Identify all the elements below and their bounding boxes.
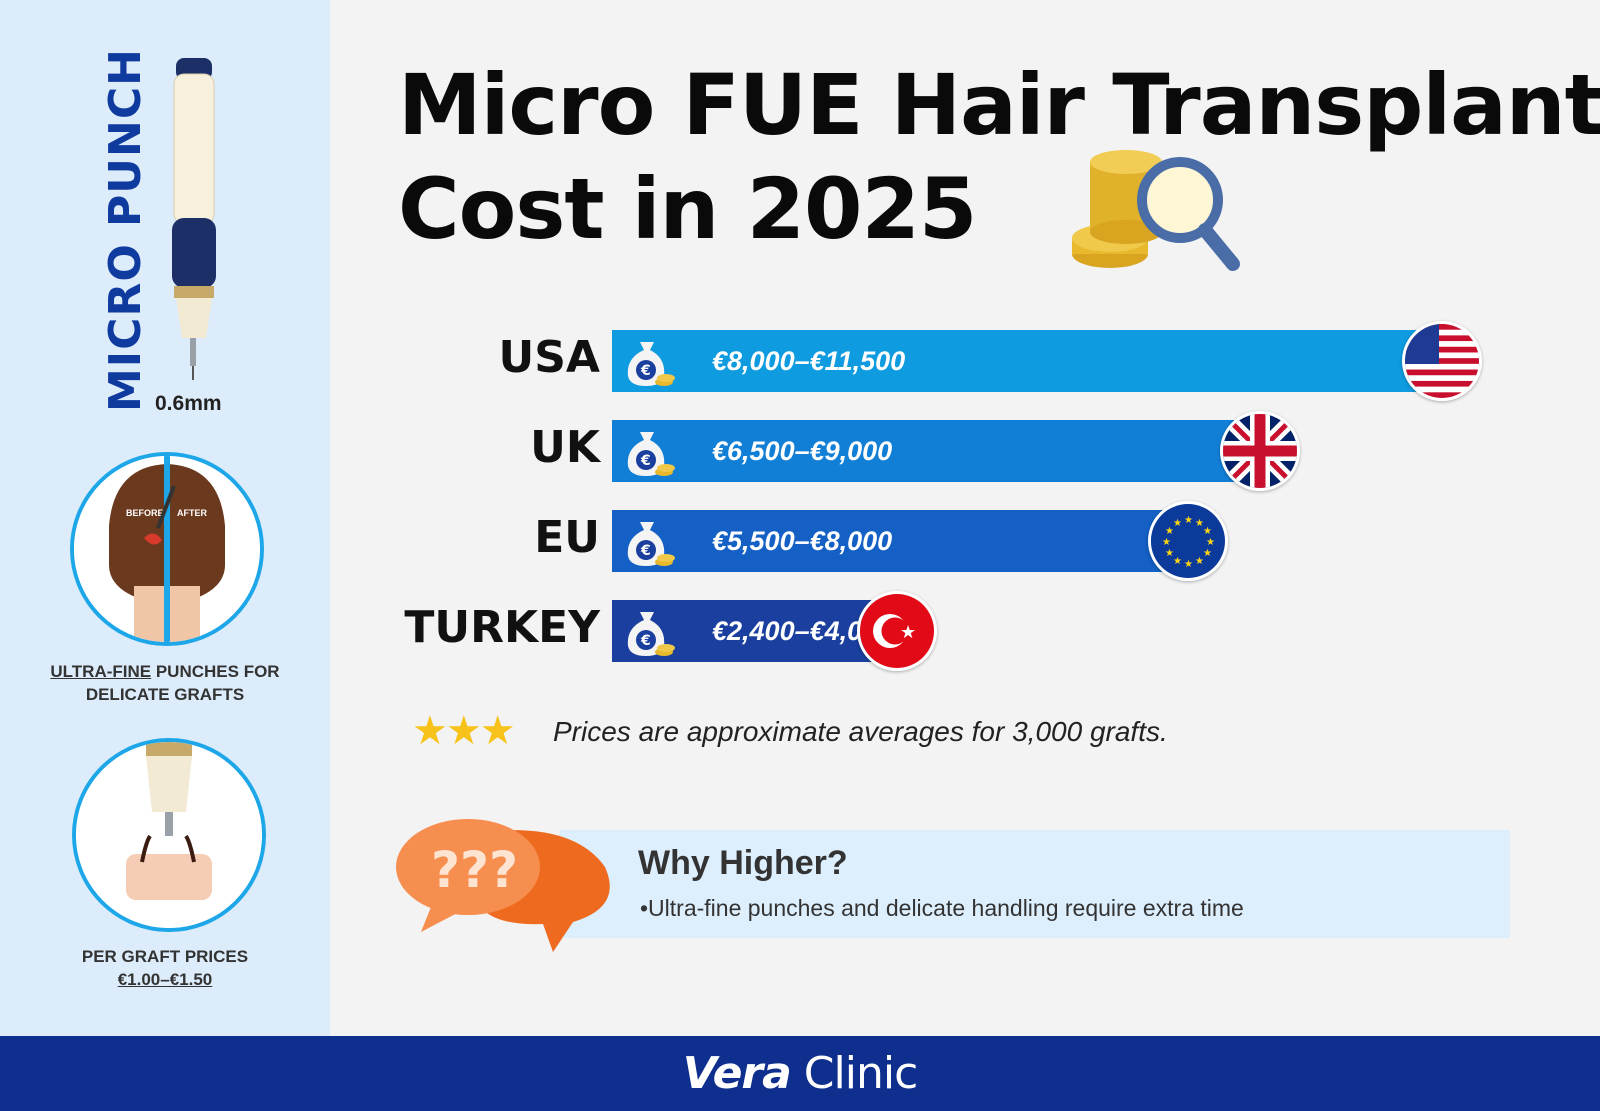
bar-uk: € €6,500–€9,000 xyxy=(612,420,1265,482)
why-higher-bullet: •Ultra-fine punches and delicate handlin… xyxy=(640,895,1244,921)
why-higher-title: Why Higher? xyxy=(638,844,848,882)
svg-text:★: ★ xyxy=(1206,537,1215,548)
vera-clinic-logo: Vera Clinic xyxy=(682,1048,919,1099)
micro-punch-pen-icon xyxy=(172,58,216,380)
stars-icon: ★★★ xyxy=(412,709,516,753)
category-label-turkey: TURKEY xyxy=(404,602,600,653)
why-higher-box xyxy=(560,830,1510,938)
bar-usa: € €8,000–€11,500 xyxy=(612,330,1447,392)
svg-text:★: ★ xyxy=(1184,559,1193,570)
money-bag-icon: € xyxy=(627,612,675,656)
eu-flag-icon: ★ ★ ★ ★ ★ ★ ★ ★ ★ ★ ★ ★ xyxy=(1148,501,1228,581)
category-label-eu: EU xyxy=(534,512,600,563)
head-before-after-icon: BEFORE AFTER xyxy=(74,456,260,642)
money-bag-icon: € xyxy=(627,342,675,386)
money-bag-icon: € xyxy=(627,522,675,566)
svg-text:★: ★ xyxy=(1173,518,1182,529)
us-flag-icon xyxy=(1402,321,1482,401)
bar-eu: € €5,500–€8,000 xyxy=(612,510,1193,572)
svg-text:★: ★ xyxy=(1203,548,1212,559)
after-label: AFTER xyxy=(177,508,207,518)
per-graft-price-caption: PER GRAFT PRICES €1.00–€1.50 xyxy=(81,947,249,989)
page-title-line1: Micro FUE Hair Transplant xyxy=(398,56,1600,154)
turkey-flag-icon: ★ xyxy=(857,591,937,671)
svg-text:€: € xyxy=(640,633,651,649)
svg-text:★: ★ xyxy=(1184,515,1193,526)
punch-size-label: 0.6mm xyxy=(155,392,222,415)
svg-text:★: ★ xyxy=(1162,537,1171,548)
svg-text:★: ★ xyxy=(1165,526,1174,537)
svg-text:★: ★ xyxy=(1173,556,1182,567)
punch-graft-illustration xyxy=(72,738,266,932)
micro-punch-title: MICRO PUNCH xyxy=(100,48,151,412)
svg-text:€: € xyxy=(640,543,651,559)
svg-text:★: ★ xyxy=(1165,548,1174,559)
punch-on-skin-icon xyxy=(76,742,262,928)
bar-value-label-uk: €6,500–€9,000 xyxy=(712,436,893,466)
svg-text:€: € xyxy=(640,453,651,469)
bar-value-label-usa: €8,000–€11,500 xyxy=(712,346,906,376)
price-note: Prices are approximate averages for 3,00… xyxy=(553,716,1168,747)
bubble-question-marks: ??? xyxy=(431,841,518,899)
money-bag-icon: € xyxy=(627,432,675,476)
speech-bubbles-icon: ??? xyxy=(396,819,610,952)
category-label-usa: USA xyxy=(498,332,600,383)
page-title-line2: Cost in 2025 xyxy=(398,160,977,258)
svg-text:★: ★ xyxy=(1195,518,1204,529)
coins-magnifier-icon xyxy=(1072,150,1240,271)
uk-flag-icon xyxy=(1220,411,1300,491)
svg-text:★: ★ xyxy=(1203,526,1212,537)
svg-text:€: € xyxy=(640,363,651,379)
svg-text:★: ★ xyxy=(1195,556,1204,567)
bar-value-label-eu: €5,500–€8,000 xyxy=(712,526,893,556)
category-label-uk: UK xyxy=(530,422,600,473)
svg-text:★: ★ xyxy=(900,622,916,643)
before-label: BEFORE xyxy=(126,508,164,518)
ultra-fine-caption: ULTRA-FINE PUNCHES FOR DELICATE GRAFTS xyxy=(50,662,280,704)
before-after-illustration: BEFORE AFTER xyxy=(70,452,264,646)
footer: Vera Clinic xyxy=(0,1036,1600,1111)
